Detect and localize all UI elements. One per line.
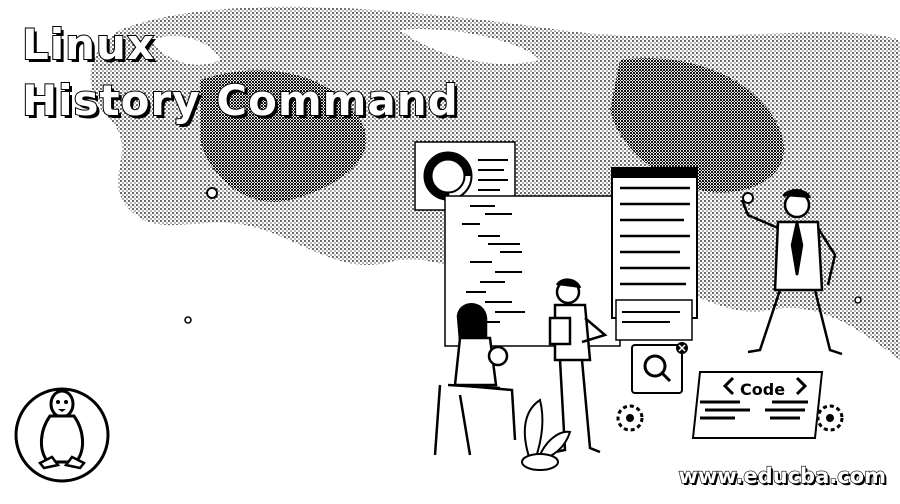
code-brackets-icon: [722, 376, 808, 396]
title-line-2: History Command: [21, 76, 459, 125]
man-with-tablet-figure: [548, 278, 608, 454]
code-panel: [691, 371, 824, 439]
plant-decoration: [521, 398, 572, 471]
side-panel: [611, 167, 698, 341]
small-circle-icon: [184, 187, 862, 324]
code-label: Code: [740, 380, 786, 399]
title-line-1: Linux: [21, 20, 156, 69]
linux-penguin-icon: [38, 389, 86, 470]
standing-man-figure: [740, 189, 843, 356]
gear-icon: [616, 404, 844, 432]
search-panel: [631, 342, 688, 394]
search-icon: [643, 354, 672, 383]
site-url: www.educba.com: [678, 463, 887, 488]
seated-woman-figure: [433, 303, 517, 456]
linux-logo: [14, 387, 110, 483]
close-icon: [676, 342, 688, 354]
